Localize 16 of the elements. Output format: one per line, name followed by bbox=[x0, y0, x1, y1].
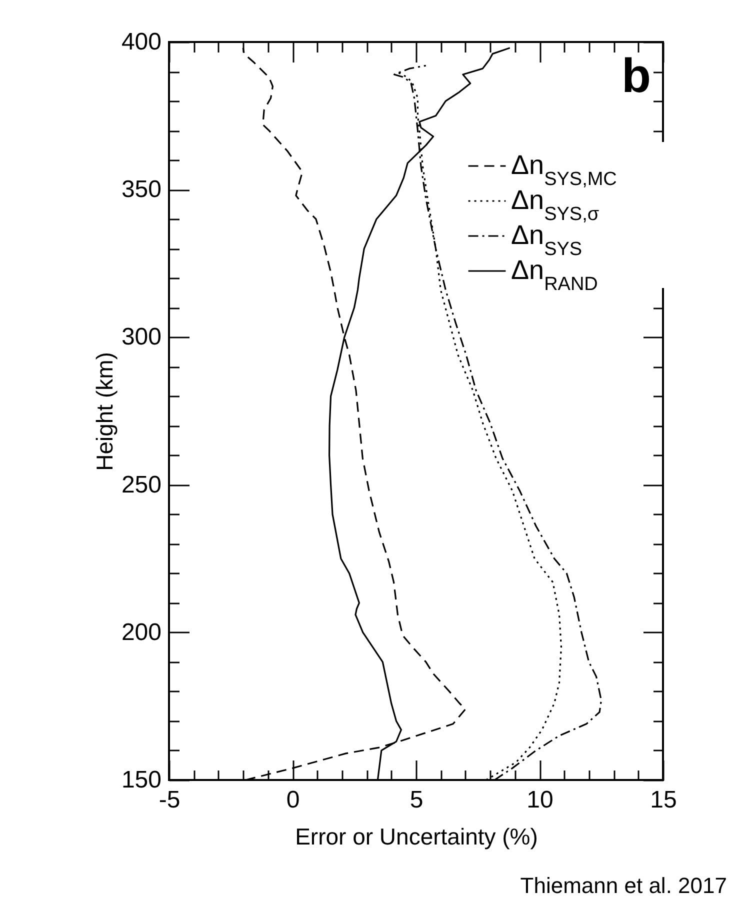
x-tick-label: 0 bbox=[286, 786, 300, 814]
y-tick-label: 200 bbox=[121, 618, 162, 646]
y-tick-label: 300 bbox=[121, 324, 162, 351]
y-tick-label: 150 bbox=[121, 766, 162, 794]
y-axis-title: Height (km) bbox=[91, 352, 118, 471]
x-axis-title: Error or Uncertainty (%) bbox=[295, 824, 538, 850]
x-tick-label: -5 bbox=[158, 786, 180, 814]
x-tick-label: 10 bbox=[526, 786, 554, 814]
x-tick-label: 5 bbox=[410, 786, 424, 814]
y-tick-label: 400 bbox=[121, 28, 162, 56]
text: Thiemann et al. 2017 bbox=[520, 873, 727, 898]
legend-label: Δn$_{SYS,MC}$ bbox=[511, 150, 617, 190]
annotation: b bbox=[622, 50, 651, 103]
y-tick-label: 250 bbox=[121, 471, 162, 498]
x-tick-label: 15 bbox=[650, 786, 677, 814]
y-tick-label: 350 bbox=[121, 176, 162, 204]
